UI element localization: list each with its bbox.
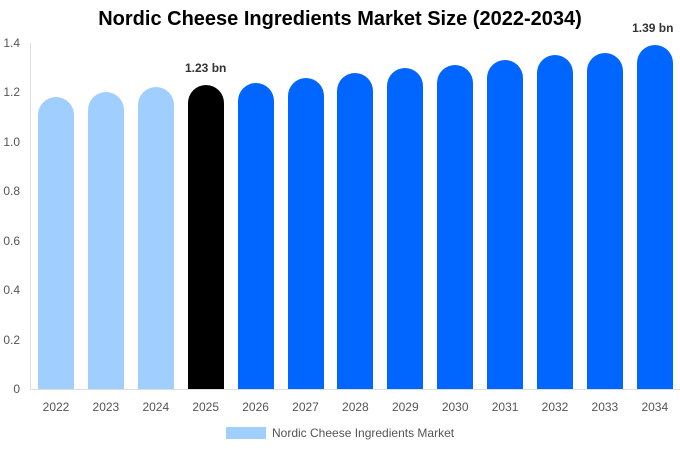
y-tick-label: 0.2 xyxy=(3,332,20,347)
x-tick-label: 2034 xyxy=(641,400,669,414)
bar-2032[interactable] xyxy=(537,55,573,389)
y-axis-line xyxy=(30,43,31,389)
bar-2031[interactable] xyxy=(487,60,524,389)
x-tick-label: 2031 xyxy=(491,400,519,414)
legend-label: Nordic Cheese Ingredients Market xyxy=(272,426,455,440)
legend[interactable]: Nordic Cheese Ingredients Market xyxy=(226,426,454,440)
bar-2027[interactable] xyxy=(287,77,324,389)
legend-swatch xyxy=(226,427,266,439)
x-tick-label: 2025 xyxy=(192,400,220,414)
x-tick-label: 2027 xyxy=(292,400,319,414)
bar-2028[interactable] xyxy=(337,72,374,389)
bar-2025[interactable] xyxy=(187,85,224,389)
bar-2023[interactable] xyxy=(87,92,124,389)
y-tick-label: 1.0 xyxy=(3,134,20,149)
chart-title: Nordic Cheese Ingredients Market Size (2… xyxy=(98,8,582,30)
bar-2034[interactable] xyxy=(636,45,673,389)
x-tick-label: 2024 xyxy=(142,400,170,414)
data-label: 1.23 bn xyxy=(185,61,227,75)
x-axis-line xyxy=(30,389,680,390)
bar-2033[interactable] xyxy=(586,52,623,389)
x-tick-label: 2030 xyxy=(441,400,469,414)
y-tick-label: 1.2 xyxy=(3,85,20,100)
x-tick-label: 2032 xyxy=(541,400,569,414)
y-tick-label: 1.4 xyxy=(3,36,20,50)
bar-2024[interactable] xyxy=(137,87,174,389)
y-tick-label: 0.4 xyxy=(3,283,20,298)
x-tick-label: 2022 xyxy=(42,400,70,414)
bar-2029[interactable] xyxy=(387,67,424,389)
x-tick-label: 2033 xyxy=(591,400,619,414)
x-tick-label: 2026 xyxy=(242,400,269,414)
x-tick-label: 2029 xyxy=(391,400,419,414)
x-tick-label: 2028 xyxy=(342,400,369,414)
bar-2022[interactable] xyxy=(38,97,74,389)
y-tick-label: 0.6 xyxy=(3,233,20,248)
bar-2026[interactable] xyxy=(237,82,274,389)
x-tick-label: 2023 xyxy=(92,400,120,414)
bar-2030[interactable] xyxy=(437,65,474,389)
y-tick-label: 0 xyxy=(13,382,20,396)
data-label: 1.39 bn xyxy=(632,21,674,36)
y-tick-label: 0.8 xyxy=(3,184,20,199)
